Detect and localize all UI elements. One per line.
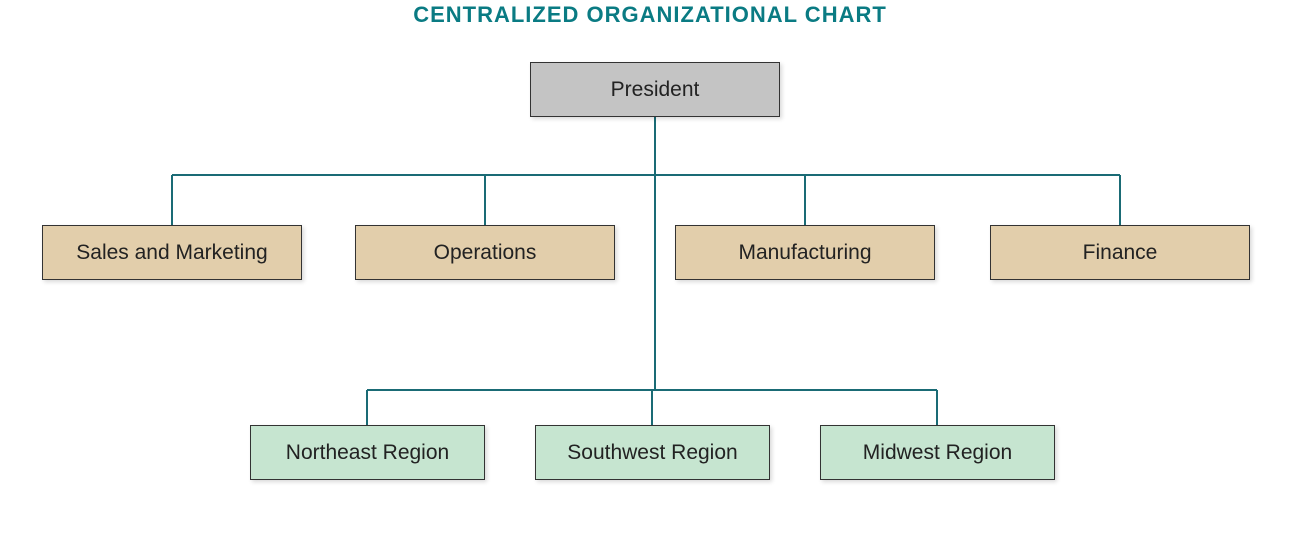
node-manufacturing-label: Manufacturing <box>738 241 871 265</box>
node-manufacturing: Manufacturing <box>675 225 935 280</box>
node-midwest-label: Midwest Region <box>863 441 1012 465</box>
chart-title-text: CENTRALIZED ORGANIZATIONAL CHART <box>413 2 887 27</box>
node-northeast-label: Northeast Region <box>286 441 449 465</box>
org-chart-container: CENTRALIZED ORGANIZATIONAL CHART Preside… <box>0 0 1300 541</box>
node-finance-label: Finance <box>1083 241 1158 265</box>
node-operations-label: Operations <box>434 241 537 265</box>
node-operations: Operations <box>355 225 615 280</box>
node-southwest-label: Southwest Region <box>567 441 737 465</box>
node-sales-marketing: Sales and Marketing <box>42 225 302 280</box>
node-northeast-region: Northeast Region <box>250 425 485 480</box>
node-southwest-region: Southwest Region <box>535 425 770 480</box>
chart-title: CENTRALIZED ORGANIZATIONAL CHART <box>413 2 887 28</box>
node-president: President <box>530 62 780 117</box>
node-finance: Finance <box>990 225 1250 280</box>
node-president-label: President <box>611 78 700 102</box>
node-sales-label: Sales and Marketing <box>76 241 267 265</box>
node-midwest-region: Midwest Region <box>820 425 1055 480</box>
